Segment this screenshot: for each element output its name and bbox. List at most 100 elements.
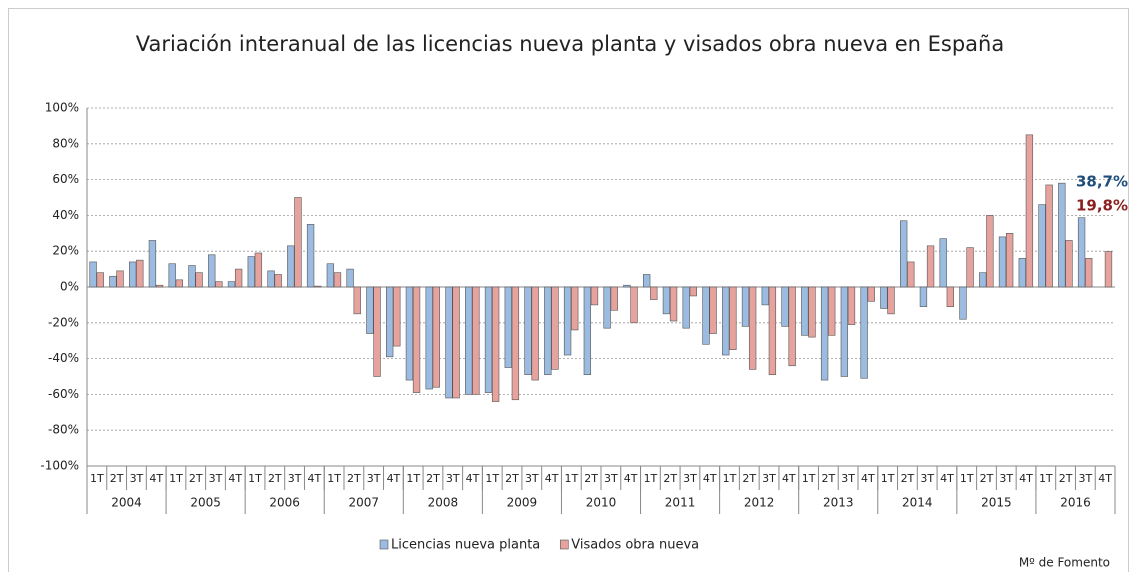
bar bbox=[1104, 251, 1113, 288]
bar bbox=[682, 286, 690, 329]
bar bbox=[465, 286, 473, 395]
bar bbox=[979, 272, 987, 288]
bar bbox=[1065, 240, 1073, 288]
x-tick-label: 4T bbox=[940, 472, 954, 485]
x-tick-label: 3T bbox=[920, 472, 934, 485]
bar bbox=[445, 286, 453, 399]
bar bbox=[709, 286, 717, 334]
bar bbox=[129, 261, 137, 288]
bar bbox=[366, 286, 374, 334]
source: Mº de Fomento bbox=[1019, 556, 1110, 570]
group-label: 2006 bbox=[269, 496, 300, 510]
x-tick-label: 4T bbox=[228, 472, 242, 485]
x-tick-label: 3T bbox=[288, 472, 302, 485]
bar bbox=[919, 286, 928, 307]
x-tick-label: 4T bbox=[149, 472, 163, 485]
y-tick-label: -60% bbox=[48, 387, 79, 401]
legend-swatch bbox=[379, 539, 389, 550]
group-label: 2008 bbox=[428, 496, 459, 510]
bar bbox=[306, 224, 315, 288]
y-tick-label: -20% bbox=[48, 315, 79, 329]
bar bbox=[326, 263, 335, 288]
bar bbox=[867, 286, 875, 302]
x-tick-label: 1T bbox=[327, 472, 341, 485]
x-tick-label: 1T bbox=[564, 472, 578, 485]
x-tick-label: 2T bbox=[663, 472, 677, 485]
bar bbox=[1038, 204, 1046, 288]
group-label: 2014 bbox=[902, 496, 933, 510]
group-label: 2004 bbox=[111, 496, 142, 510]
x-tick-label: 3T bbox=[762, 472, 776, 485]
y-tick-label: -80% bbox=[48, 423, 79, 437]
bar bbox=[254, 252, 263, 288]
bar bbox=[89, 261, 97, 288]
group-label: 2013 bbox=[823, 496, 854, 510]
legend-swatch bbox=[559, 539, 569, 550]
x-tick-label: 4T bbox=[466, 472, 480, 485]
bar bbox=[722, 286, 730, 356]
bar bbox=[662, 286, 671, 315]
bar bbox=[188, 265, 196, 288]
bar bbox=[544, 286, 552, 376]
bar bbox=[748, 286, 757, 370]
group-label: 2009 bbox=[507, 496, 538, 510]
bar bbox=[472, 286, 480, 395]
bar bbox=[860, 286, 868, 379]
x-tick-label: 1T bbox=[90, 472, 104, 485]
legend-label: Licencias nueva planta bbox=[391, 538, 540, 553]
y-tick-label: 100% bbox=[45, 101, 79, 115]
x-tick-label: 1T bbox=[169, 472, 183, 485]
x-tick-label: 3T bbox=[446, 472, 460, 485]
bar bbox=[405, 286, 414, 381]
y-tick-label: -40% bbox=[48, 351, 79, 365]
bar bbox=[986, 215, 994, 288]
bar bbox=[563, 286, 572, 356]
x-tick-label: 3T bbox=[841, 472, 855, 485]
bar bbox=[175, 279, 183, 288]
bar bbox=[333, 272, 342, 288]
x-tick-label: 3T bbox=[683, 472, 697, 485]
bar bbox=[939, 238, 947, 288]
annotation: 19,8% bbox=[1076, 197, 1128, 215]
bar bbox=[314, 285, 322, 288]
bar bbox=[136, 259, 144, 288]
bar bbox=[491, 286, 500, 402]
bar bbox=[571, 286, 579, 331]
x-tick-label: 2T bbox=[505, 472, 519, 485]
bar bbox=[1045, 184, 1053, 288]
group-label: 2015 bbox=[981, 496, 1012, 510]
group-label: 2005 bbox=[190, 496, 221, 510]
group-label: 2012 bbox=[744, 496, 775, 510]
y-tick-label: 0% bbox=[60, 280, 79, 294]
x-tick-label: 1T bbox=[960, 472, 974, 485]
bar bbox=[195, 272, 203, 288]
bar bbox=[959, 286, 967, 320]
bar bbox=[155, 284, 164, 288]
x-tick-label: 2T bbox=[980, 472, 994, 485]
x-tick-label: 4T bbox=[387, 472, 401, 485]
bar bbox=[168, 263, 176, 288]
bar bbox=[1025, 134, 1034, 288]
bar bbox=[840, 286, 849, 377]
x-tick-label: 2T bbox=[268, 472, 282, 485]
x-tick-label: 4T bbox=[307, 472, 321, 485]
x-tick-label: 1T bbox=[881, 472, 895, 485]
x-tick-label: 4T bbox=[782, 472, 796, 485]
bar bbox=[287, 245, 295, 288]
x-tick-label: 4T bbox=[861, 472, 875, 485]
bar bbox=[590, 286, 599, 306]
bar bbox=[346, 268, 354, 288]
bar bbox=[1085, 258, 1093, 288]
bar bbox=[781, 286, 789, 327]
bar bbox=[801, 286, 809, 336]
bar bbox=[946, 286, 954, 307]
bar bbox=[907, 261, 915, 288]
bar bbox=[808, 286, 816, 338]
bar bbox=[148, 240, 157, 288]
x-tick-label: 2T bbox=[347, 472, 361, 485]
bar bbox=[267, 270, 275, 288]
legend-label: Visados obra nueva bbox=[571, 538, 699, 553]
bar bbox=[887, 286, 895, 315]
bar bbox=[702, 286, 710, 345]
